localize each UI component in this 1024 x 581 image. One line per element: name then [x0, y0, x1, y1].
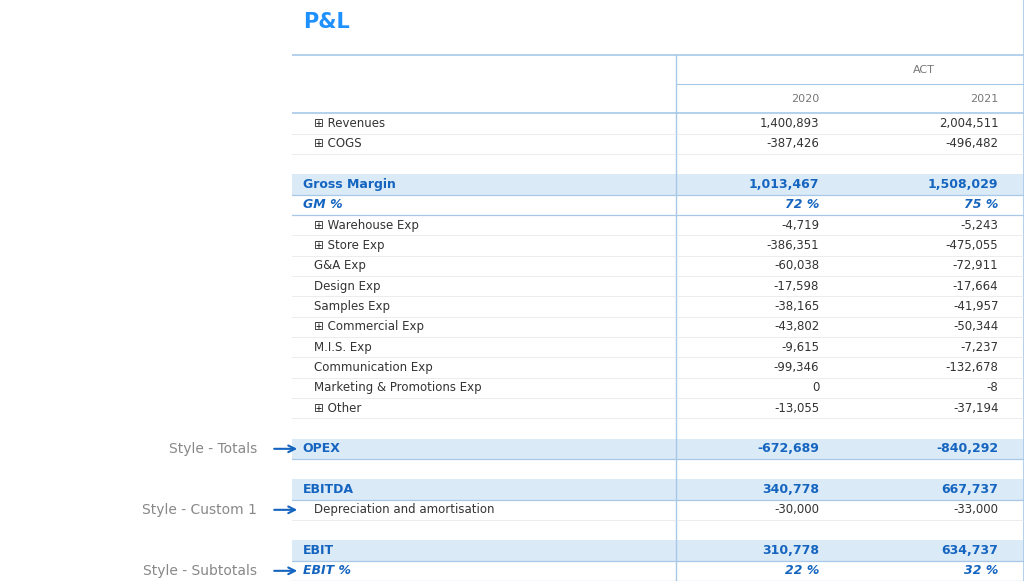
Text: Style - Custom 1: Style - Custom 1: [142, 503, 257, 517]
Text: -37,194: -37,194: [953, 401, 998, 415]
Text: -60,038: -60,038: [774, 259, 819, 272]
Bar: [292, 439, 1024, 459]
Text: -17,664: -17,664: [952, 279, 998, 293]
Text: -9,615: -9,615: [781, 340, 819, 354]
Text: ⊞ Revenues: ⊞ Revenues: [313, 117, 385, 130]
Text: 2021: 2021: [970, 94, 998, 104]
Text: Style - Totals: Style - Totals: [169, 442, 257, 456]
Text: -41,957: -41,957: [953, 300, 998, 313]
Bar: [292, 154, 1024, 174]
Text: ⊞ Commercial Exp: ⊞ Commercial Exp: [313, 320, 424, 333]
Bar: [292, 459, 1024, 479]
Bar: [292, 235, 1024, 256]
Text: ⊞ Warehouse Exp: ⊞ Warehouse Exp: [313, 218, 419, 232]
Text: 310,778: 310,778: [762, 544, 819, 557]
Bar: [292, 317, 1024, 337]
Text: OPEX: OPEX: [303, 442, 341, 456]
Bar: [292, 561, 1024, 581]
Text: -50,344: -50,344: [953, 320, 998, 333]
Bar: [292, 215, 1024, 235]
Text: -840,292: -840,292: [936, 442, 998, 456]
Bar: [292, 134, 1024, 154]
Text: Communication Exp: Communication Exp: [313, 361, 432, 374]
Text: 22 %: 22 %: [784, 564, 819, 578]
Text: 75 %: 75 %: [964, 198, 998, 211]
Bar: [292, 357, 1024, 378]
Text: -13,055: -13,055: [774, 401, 819, 415]
Bar: [292, 337, 1024, 357]
Text: 1,013,467: 1,013,467: [749, 178, 819, 191]
Text: -8: -8: [987, 381, 998, 394]
Bar: [292, 256, 1024, 276]
Text: -672,689: -672,689: [758, 442, 819, 456]
Text: M.I.S. Exp: M.I.S. Exp: [313, 340, 372, 354]
Text: 0: 0: [812, 381, 819, 394]
Bar: [292, 418, 1024, 439]
Text: Samples Exp: Samples Exp: [313, 300, 390, 313]
Bar: [292, 479, 1024, 500]
Text: -475,055: -475,055: [946, 239, 998, 252]
Text: 340,778: 340,778: [762, 483, 819, 496]
Bar: [292, 195, 1024, 215]
Text: -5,243: -5,243: [961, 218, 998, 232]
Text: -17,598: -17,598: [774, 279, 819, 293]
Text: EBIT %: EBIT %: [303, 564, 351, 578]
Text: Design Exp: Design Exp: [313, 279, 380, 293]
Text: -72,911: -72,911: [952, 259, 998, 272]
Bar: [292, 276, 1024, 296]
Text: Gross Margin: Gross Margin: [303, 178, 395, 191]
Text: 1,508,029: 1,508,029: [928, 178, 998, 191]
Bar: [292, 113, 1024, 134]
Text: -496,482: -496,482: [945, 137, 998, 150]
Bar: [292, 296, 1024, 317]
Text: -38,165: -38,165: [774, 300, 819, 313]
Bar: [292, 520, 1024, 540]
Text: -30,000: -30,000: [774, 503, 819, 517]
Text: -7,237: -7,237: [961, 340, 998, 354]
Text: ⊞ Other: ⊞ Other: [313, 401, 361, 415]
Text: P&L: P&L: [303, 12, 349, 32]
Text: ⊞ COGS: ⊞ COGS: [313, 137, 361, 150]
Text: -387,426: -387,426: [766, 137, 819, 150]
Text: 634,737: 634,737: [941, 544, 998, 557]
Text: -43,802: -43,802: [774, 320, 819, 333]
Text: EBITDA: EBITDA: [303, 483, 354, 496]
Text: 72 %: 72 %: [784, 198, 819, 211]
Bar: [292, 378, 1024, 398]
Text: G&A Exp: G&A Exp: [313, 259, 366, 272]
Text: 2,004,511: 2,004,511: [939, 117, 998, 130]
Text: GM %: GM %: [303, 198, 342, 211]
Text: 32 %: 32 %: [964, 564, 998, 578]
Text: Style - Subtotals: Style - Subtotals: [142, 564, 257, 578]
Text: ACT: ACT: [912, 64, 934, 75]
Text: EBIT: EBIT: [303, 544, 334, 557]
Text: -99,346: -99,346: [774, 361, 819, 374]
Text: -4,719: -4,719: [781, 218, 819, 232]
Text: -33,000: -33,000: [953, 503, 998, 517]
Text: Depreciation and amortisation: Depreciation and amortisation: [313, 503, 495, 517]
Text: 1,400,893: 1,400,893: [760, 117, 819, 130]
Bar: [292, 174, 1024, 195]
Text: 667,737: 667,737: [941, 483, 998, 496]
Bar: [292, 398, 1024, 418]
Text: 2020: 2020: [791, 94, 819, 104]
Text: -386,351: -386,351: [767, 239, 819, 252]
Text: ⊞ Store Exp: ⊞ Store Exp: [313, 239, 384, 252]
Text: Marketing & Promotions Exp: Marketing & Promotions Exp: [313, 381, 481, 394]
Bar: [292, 500, 1024, 520]
Bar: [292, 540, 1024, 561]
Text: -132,678: -132,678: [945, 361, 998, 374]
